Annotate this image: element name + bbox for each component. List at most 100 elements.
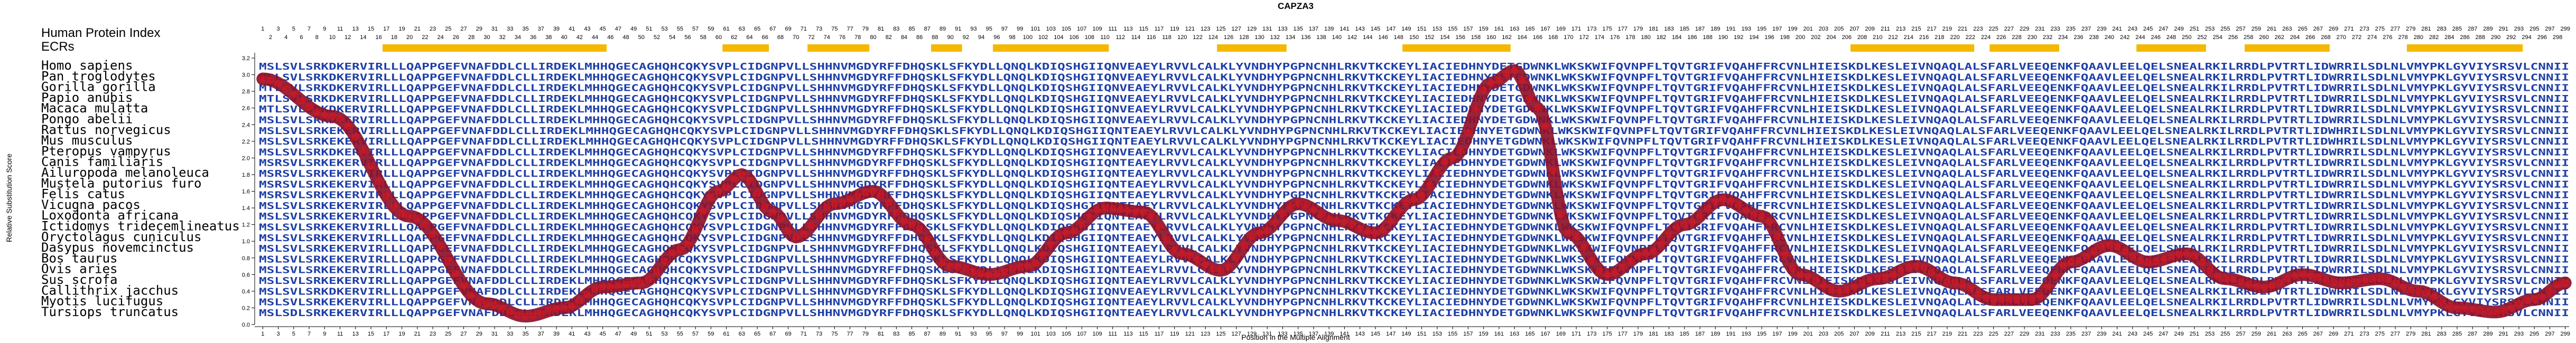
data-point <box>1302 202 1310 209</box>
data-point <box>575 297 583 304</box>
human-index-tick: 255 <box>2220 26 2230 32</box>
species-label: Pteropus vampyrus <box>41 144 171 158</box>
human-index-tick: 231 <box>2035 26 2044 32</box>
human-index-tick: 110 <box>1100 34 1110 41</box>
human-index-tick: 232 <box>2043 34 2052 41</box>
human-index-tick: 195 <box>1757 26 1766 32</box>
human-index-tick: 21 <box>414 26 421 32</box>
human-index-tick: 25 <box>445 26 451 32</box>
data-point <box>2484 308 2492 316</box>
x-tick-label: 175 <box>1602 331 1612 337</box>
human-index-tick: 95 <box>986 26 992 32</box>
x-tick-label: 275 <box>2375 331 2385 337</box>
human-index-tick: 101 <box>1030 26 1040 32</box>
data-point <box>730 175 738 183</box>
data-point <box>1920 264 1928 272</box>
data-point <box>1341 217 1349 225</box>
y-tick-label: 0.0 <box>242 322 250 328</box>
x-tick-label: 9 <box>323 331 326 337</box>
data-point <box>1078 221 1086 228</box>
data-point <box>1480 86 1487 94</box>
data-point <box>1279 210 1287 218</box>
human-index-tick: 202 <box>1811 34 1820 41</box>
human-index-tick: 193 <box>1742 26 1751 32</box>
human-index-tick: 33 <box>507 26 513 32</box>
human-index-tick: 201 <box>1803 26 1813 32</box>
human-index-tick: 176 <box>1610 34 1620 41</box>
data-point <box>429 230 436 238</box>
human-index-tick: 209 <box>1865 26 1875 32</box>
x-tick-label: 117 <box>1155 331 1164 337</box>
x-tick-label: 233 <box>2050 331 2060 337</box>
sequence-row: MTLSVLSRKDKERVIRLLLQAPPGEFVNAFDDLCLLIRDE… <box>259 93 2569 104</box>
data-point <box>684 240 692 248</box>
human-index-tick: 50 <box>638 34 645 41</box>
y-axis-label: Relative Substitution Score <box>5 154 13 242</box>
human-index-tick: 173 <box>1587 26 1596 32</box>
human-index-tick: 289 <box>2483 26 2493 32</box>
data-point <box>1047 241 1055 249</box>
data-point <box>1611 269 1619 277</box>
data-point <box>1426 182 1434 189</box>
data-point <box>1140 208 1148 216</box>
x-tick-label: 101 <box>1030 331 1040 337</box>
data-point <box>1712 198 1719 206</box>
data-point <box>916 225 924 233</box>
human-index-tick: 28 <box>468 34 475 41</box>
human-index-tick: 46 <box>607 34 613 41</box>
data-point <box>568 302 576 310</box>
data-point <box>622 280 630 288</box>
human-index-tick: 109 <box>1092 26 1102 32</box>
human-index-tick: 142 <box>1347 34 1357 41</box>
data-point <box>1441 158 1449 166</box>
ecr-bar <box>1217 44 1287 52</box>
data-point <box>398 210 406 218</box>
data-point <box>1240 242 1248 250</box>
data-point <box>1325 215 1333 223</box>
data-point <box>2021 296 2029 303</box>
x-tick-label: 37 <box>538 331 544 337</box>
data-point <box>1055 232 1063 240</box>
human-index-tick: 59 <box>708 26 714 32</box>
human-index-tick: 230 <box>2028 34 2037 41</box>
x-tick-label: 157 <box>1463 331 1473 337</box>
human-index-tick: 168 <box>1548 34 1558 41</box>
human-index-tick: 198 <box>1780 34 1790 41</box>
x-tick-label: 241 <box>2112 331 2122 337</box>
x-tick-label: 109 <box>1092 331 1102 337</box>
sequence-row: MSLSVLSRKEKERVIRLLLQAPPGEFVNAFDDLCLLIRDE… <box>259 126 2569 137</box>
human-index-tick: 148 <box>1394 34 1403 41</box>
data-point <box>1874 275 1882 283</box>
human-index-tick: 34 <box>515 34 521 41</box>
human-index-tick: 293 <box>2514 26 2524 32</box>
index-row-label: Human Protein Index <box>41 26 160 40</box>
human-index-tick: 238 <box>2089 34 2099 41</box>
human-index-tick: 106 <box>1069 34 1078 41</box>
data-point <box>1997 296 2005 303</box>
x-tick-label: 23 <box>430 331 436 337</box>
x-tick-label: 29 <box>476 331 482 337</box>
human-index-tick: 221 <box>1958 26 1967 32</box>
data-point <box>1634 252 1642 260</box>
data-point <box>1418 192 1426 199</box>
human-index-tick: 6 <box>300 34 303 41</box>
human-index-tick: 144 <box>1363 34 1372 41</box>
x-tick-label: 131 <box>1262 331 1272 337</box>
human-index-tick: 44 <box>592 34 598 41</box>
x-tick-label: 5 <box>292 331 295 337</box>
human-index-tick: 100 <box>1023 34 1033 41</box>
human-index-tick: 207 <box>1849 26 1859 32</box>
human-index-tick: 143 <box>1355 26 1364 32</box>
human-index-tick: 65 <box>754 26 760 32</box>
x-tick-label: 299 <box>2561 331 2570 337</box>
species-label: Mustela putorius furo <box>41 176 201 190</box>
x-tick-label: 143 <box>1355 331 1364 337</box>
data-point <box>2059 262 2067 270</box>
human-index-tick: 74 <box>824 34 830 41</box>
ecr-bar <box>1402 44 1511 52</box>
human-index-tick: 115 <box>1139 26 1148 32</box>
data-point <box>475 298 483 306</box>
x-tick-label: 255 <box>2220 331 2230 337</box>
x-tick-label: 103 <box>1046 331 1056 337</box>
x-tick-label: 229 <box>2020 331 2029 337</box>
